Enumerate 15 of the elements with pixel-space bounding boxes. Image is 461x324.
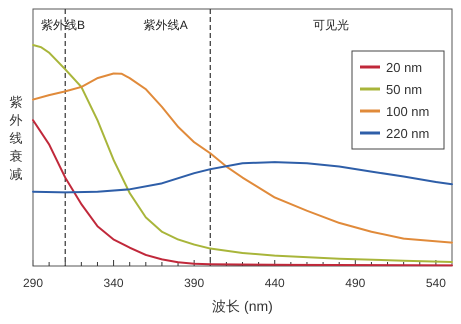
- x-tick-label: 540: [426, 276, 446, 290]
- legend-label: 100 nm: [386, 104, 430, 119]
- legend-label: 20 nm: [386, 60, 422, 75]
- text: 紫外线B: [40, 18, 86, 32]
- x-tick-label: 390: [184, 276, 204, 290]
- text: 可见光: [313, 18, 350, 32]
- x-tick-label: 290: [22, 276, 44, 290]
- legend-label: 50 nm: [386, 82, 422, 97]
- x-axis-title: 波长 (nm): [212, 298, 273, 314]
- text: 紫外线A: [144, 18, 188, 32]
- x-tick-label: 340: [104, 276, 124, 290]
- x-tick-label: 490: [345, 276, 366, 290]
- y-axis-title: 紫外线衰减: [10, 94, 22, 182]
- x-tick-label: 440: [264, 276, 286, 290]
- legend-label: 220 nm: [386, 126, 430, 141]
